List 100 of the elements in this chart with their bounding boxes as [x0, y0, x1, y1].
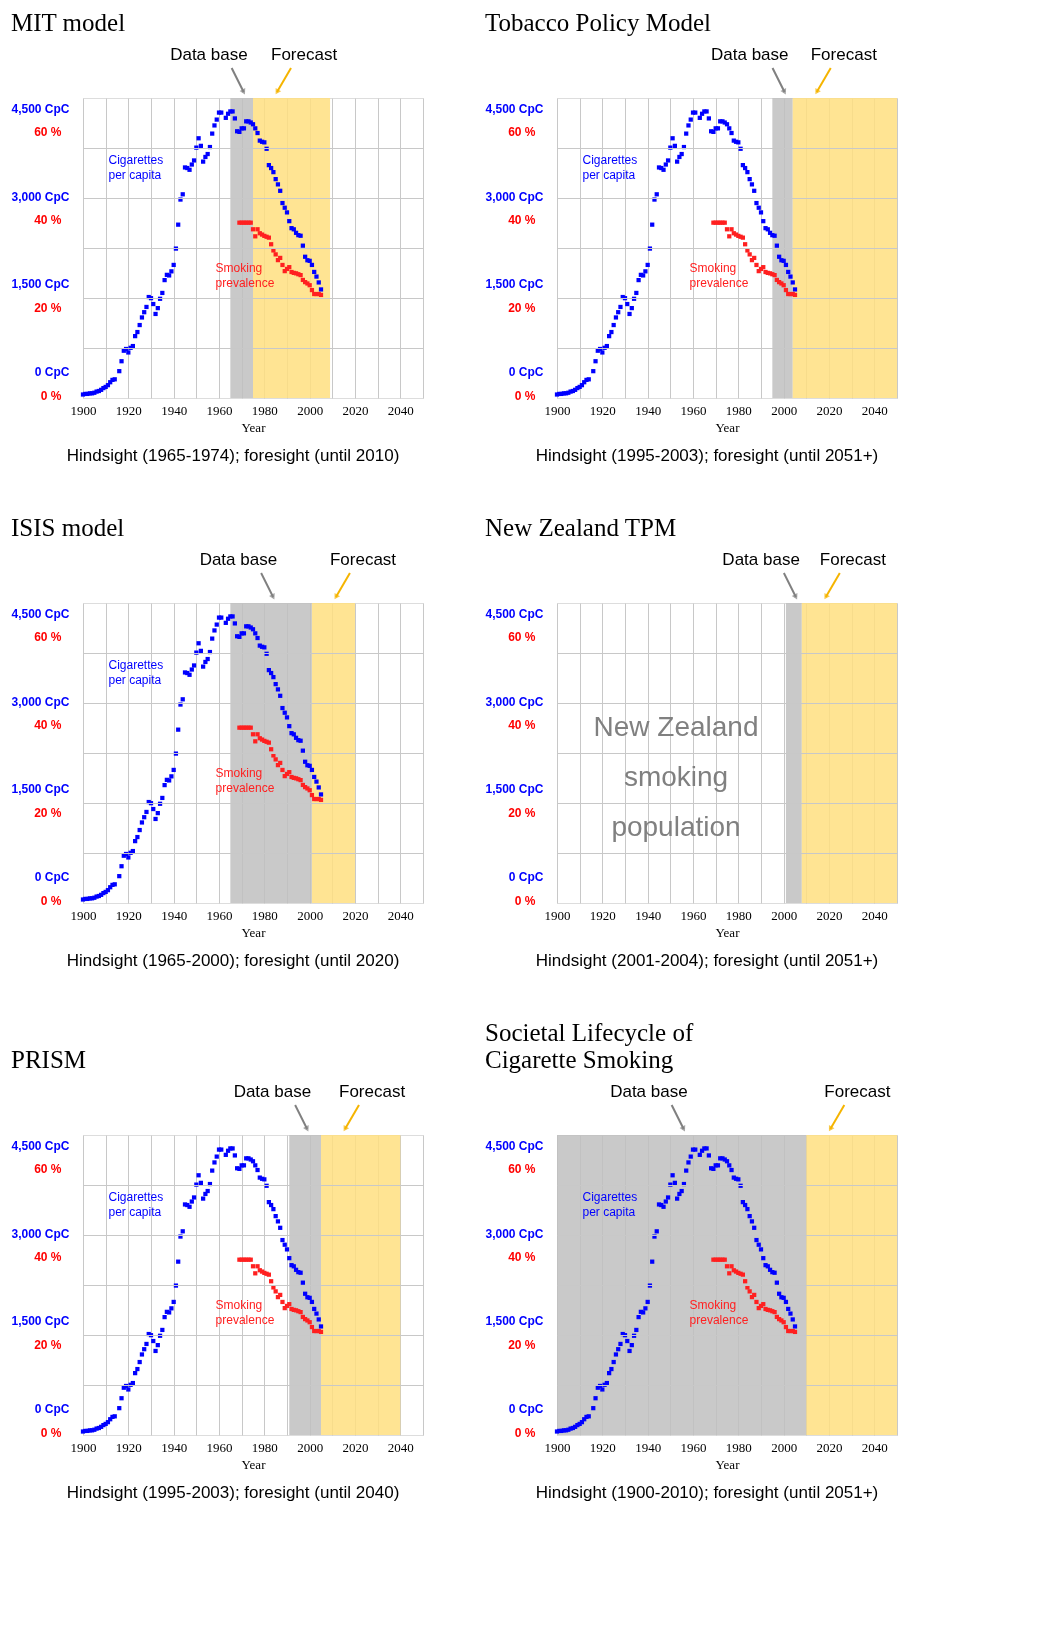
y-tick-label: 4,500 CpC	[485, 607, 544, 622]
x-tick-label: 2020	[342, 907, 369, 923]
text: Hindsight (1900-2010); foresight (until 2051+)	[535, 1483, 879, 1502]
series-label: Cigarettes per capita	[108, 1190, 164, 1219]
band-label: Data base	[610, 1082, 688, 1101]
x-tick-label: 1980	[251, 907, 278, 923]
band-label: Forecast	[810, 45, 878, 64]
series-label: Smoking prevalence	[215, 261, 275, 290]
x-tick-label: 2040	[861, 402, 888, 418]
x-axis-title: Year	[715, 1456, 741, 1472]
y2-tick-label: 20 %	[34, 1337, 62, 1352]
y-tick-label: 1,500 CpC	[485, 277, 544, 292]
y-tick-label: 3,000 CpC	[485, 694, 544, 709]
x-tick-label: 1960	[206, 907, 233, 923]
chart-title: Tobacco Policy Model	[484, 9, 712, 36]
series-label: Smoking prevalence	[215, 766, 275, 795]
y2-tick-label: 60 %	[34, 1161, 62, 1176]
y2-tick-label: 60 %	[34, 629, 62, 644]
x-tick-label: 1980	[725, 402, 752, 418]
band-label: Data base	[170, 45, 248, 64]
y-tick-label: 4,500 CpC	[11, 607, 70, 622]
y2-tick-label: 0 %	[514, 893, 536, 908]
x-tick-label: 2020	[816, 1439, 843, 1455]
y2-tick-label: 40 %	[508, 717, 536, 732]
y-tick-label: 4,500 CpC	[485, 1139, 544, 1154]
band-label: Forecast	[339, 1082, 406, 1101]
band-label: Data base	[711, 45, 789, 64]
x-tick-label: 1920	[589, 1439, 616, 1455]
x-tick-label: 2000	[297, 402, 324, 418]
y-tick-label: 0 CpC	[508, 364, 544, 379]
x-tick-label: 1900	[544, 1439, 571, 1455]
y2-tick-label: 40 %	[34, 1249, 62, 1264]
x-axis-title: Year	[715, 924, 741, 940]
x-tick-label: 1960	[680, 907, 707, 923]
series-label: Smoking prevalence	[689, 261, 749, 290]
series-label: Cigarettes per capita	[108, 153, 164, 182]
band-label: Data base	[233, 1082, 312, 1101]
text: Hindsight (1995-2003); foresight (until 2040)	[66, 1483, 400, 1502]
text: Hindsight (1965-1974); foresight (until 2010)	[66, 446, 400, 465]
y2-tick-label: 60 %	[508, 1161, 536, 1176]
series-label: Cigarettes per capita	[582, 153, 638, 182]
x-tick-label: 1920	[115, 907, 142, 923]
x-tick-label: 2040	[861, 1439, 888, 1455]
x-axis-title: Year	[715, 419, 741, 435]
y2-tick-label: 0 %	[514, 1425, 536, 1440]
y2-tick-label: 0 %	[40, 893, 62, 908]
y-tick-label: 4,500 CpC	[11, 102, 70, 117]
series-label: Smoking prevalence	[689, 1298, 749, 1327]
y2-tick-label: 20 %	[34, 805, 62, 820]
y2-tick-label: 0 %	[514, 388, 536, 403]
chart-title: PRISM	[10, 1046, 87, 1073]
x-tick-label: 2040	[387, 402, 414, 418]
y2-tick-label: 0 %	[40, 388, 62, 403]
x-tick-label: 1980	[251, 1439, 278, 1455]
x-tick-label: 2020	[342, 1439, 369, 1455]
x-tick-label: 2020	[816, 402, 843, 418]
x-tick-label: 1940	[161, 1439, 188, 1455]
y2-tick-label: 20 %	[508, 805, 536, 820]
y-tick-label: 1,500 CpC	[11, 1314, 70, 1329]
x-tick-label: 1980	[725, 1439, 752, 1455]
y-tick-label: 0 CpC	[508, 1401, 544, 1416]
band-label: Data base	[199, 550, 278, 569]
x-tick-label: 2000	[297, 907, 324, 923]
x-tick-label: 1940	[161, 907, 188, 923]
y2-tick-label: 40 %	[508, 212, 536, 227]
x-tick-label: 2000	[297, 1439, 324, 1455]
band-label: Forecast	[824, 1082, 891, 1101]
y2-tick-label: 60 %	[34, 124, 62, 139]
y-tick-label: 4,500 CpC	[11, 1139, 70, 1154]
y2-tick-label: 60 %	[508, 629, 536, 644]
series-label: Cigarettes per capita	[582, 1190, 638, 1219]
x-tick-label: 1960	[680, 402, 707, 418]
y-tick-label: 3,000 CpC	[11, 694, 70, 709]
x-axis-title: Year	[241, 924, 267, 940]
x-tick-label: 2000	[771, 907, 798, 923]
x-tick-label: 2040	[861, 907, 888, 923]
chart-title: New Zealand TPM	[484, 514, 677, 541]
x-tick-label: 1900	[544, 907, 571, 923]
x-tick-label: 1940	[635, 1439, 662, 1455]
y-tick-label: 0 CpC	[34, 1401, 70, 1416]
y2-tick-label: 40 %	[34, 717, 62, 732]
x-tick-label: 1960	[206, 402, 233, 418]
y-tick-label: 0 CpC	[508, 869, 544, 884]
x-tick-label: 2040	[387, 1439, 414, 1455]
x-tick-label: 1960	[206, 1439, 233, 1455]
chart-title: MIT model	[10, 9, 126, 36]
y-tick-label: 0 CpC	[34, 869, 70, 884]
y-tick-label: 4,500 CpC	[485, 102, 544, 117]
x-tick-label: 1920	[589, 907, 616, 923]
chart-title: ISIS model	[10, 514, 125, 541]
x-tick-label: 2020	[342, 402, 369, 418]
band-label: Forecast	[819, 550, 887, 569]
x-tick-label: 1920	[589, 402, 616, 418]
x-axis-title: Year	[241, 419, 267, 435]
x-tick-label: 1940	[635, 402, 662, 418]
x-tick-label: 2000	[771, 1439, 798, 1455]
y-tick-label: 1,500 CpC	[485, 1314, 544, 1329]
text: Hindsight (1965-2000); foresight (until 2020)	[66, 951, 400, 970]
y2-tick-label: 0 %	[40, 1425, 62, 1440]
x-tick-label: 1940	[635, 907, 662, 923]
